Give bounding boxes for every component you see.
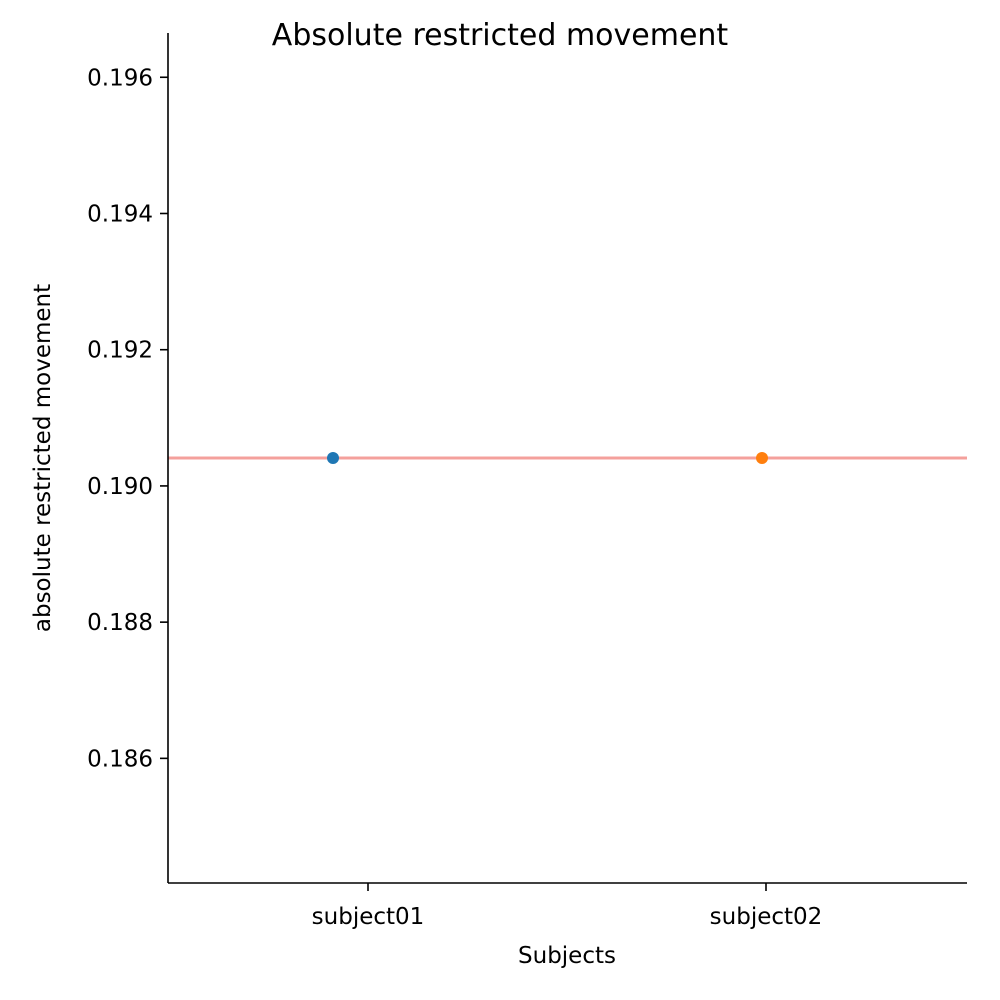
x-axis-label: Subjects <box>518 943 616 969</box>
plot-area <box>168 452 967 464</box>
x-tick-label: subject01 <box>312 904 425 930</box>
y-tick-label: 0.196 <box>87 65 153 91</box>
y-axis-ticks: 0.186 0.188 0.190 0.192 0.194 0.196 <box>87 65 168 772</box>
y-tick-label: 0.186 <box>87 746 153 772</box>
data-point-subject01 <box>327 452 339 464</box>
y-tick-label: 0.190 <box>87 474 153 500</box>
y-tick-label: 0.194 <box>87 201 153 227</box>
x-tick-label: subject02 <box>710 904 823 930</box>
data-point-subject02 <box>756 452 768 464</box>
x-axis-ticks: subject01 subject02 <box>312 883 823 930</box>
y-axis-label: absolute restricted movement <box>30 284 56 632</box>
chart-title: Absolute restricted movement <box>272 18 729 53</box>
y-tick-label: 0.192 <box>87 338 153 364</box>
y-tick-label: 0.188 <box>87 610 153 636</box>
